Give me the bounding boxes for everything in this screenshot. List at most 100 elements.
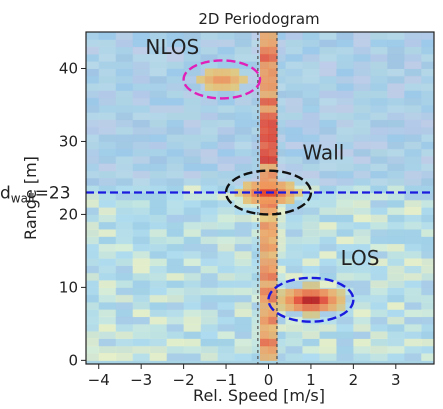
- noise-cell: [200, 250, 219, 259]
- noise-cell: [319, 39, 337, 48]
- noise-cell: [183, 112, 202, 121]
- noise-cell: [336, 214, 354, 223]
- noise-cell: [438, 207, 443, 215]
- noise-cell: [404, 156, 422, 164]
- noise-cell: [132, 265, 151, 274]
- noise-cell: [438, 163, 443, 171]
- noise-cell: [404, 287, 422, 296]
- noise-cell: [302, 250, 320, 259]
- noise-cell: [217, 323, 236, 332]
- noise-cell: [149, 309, 168, 318]
- noise-cell: [166, 258, 185, 266]
- noise-cell: [98, 301, 117, 310]
- noise-cell: [319, 104, 337, 113]
- noise-cell: [387, 112, 405, 121]
- noise-cell: [217, 236, 236, 245]
- noise-cell: [319, 97, 337, 106]
- noise-cell: [353, 301, 371, 310]
- noise-cell: [285, 309, 303, 318]
- noise-cell: [404, 83, 422, 91]
- hot-spot-cell: [302, 310, 312, 319]
- hot-spot-cell: [302, 296, 312, 304]
- band-cell: [260, 170, 269, 179]
- noise-cell: [438, 83, 443, 91]
- noise-cell: [404, 353, 422, 361]
- noise-cell: [421, 236, 434, 245]
- noise-cell: [98, 323, 117, 332]
- band-cell: [260, 221, 269, 230]
- noise-cell: [183, 236, 202, 245]
- noise-cell: [234, 243, 253, 252]
- noise-cell: [183, 323, 202, 332]
- noise-cell: [336, 316, 354, 325]
- hot-spot-cell: [213, 83, 223, 91]
- noise-cell: [132, 148, 151, 157]
- noise-cell: [421, 214, 434, 223]
- noise-cell: [302, 134, 320, 142]
- noise-cell: [370, 163, 388, 172]
- noise-cell: [319, 309, 337, 318]
- noise-cell: [86, 207, 100, 215]
- noise-cell: [86, 163, 100, 172]
- noise-cell: [319, 338, 337, 347]
- band-cell: [260, 112, 269, 121]
- noise-cell: [404, 301, 422, 310]
- noise-cell: [149, 207, 168, 215]
- hot-spot-cell: [221, 83, 231, 91]
- band-cell: [260, 134, 269, 142]
- noise-cell: [438, 193, 443, 201]
- noise-cell: [421, 32, 434, 33]
- noise-cell: [319, 207, 337, 215]
- noise-cell: [370, 90, 388, 99]
- noise-cell: [217, 112, 236, 121]
- noise-cell: [149, 323, 168, 332]
- noise-cell: [166, 345, 185, 354]
- noise-cell: [149, 243, 168, 252]
- noise-cell: [166, 323, 185, 332]
- noise-cell: [166, 199, 185, 208]
- noise-cell: [285, 46, 303, 55]
- noise-cell: [387, 104, 405, 113]
- noise-cell: [421, 83, 434, 91]
- noise-cell: [86, 243, 100, 252]
- noise-cell: [98, 104, 117, 113]
- noise-cell: [438, 112, 443, 120]
- noise-cell: [302, 61, 320, 69]
- hot-spot-cell: [319, 288, 329, 297]
- noise-cell: [98, 338, 117, 347]
- noise-cell: [353, 141, 371, 150]
- noise-cell: [183, 338, 202, 347]
- noise-cell: [421, 345, 434, 354]
- noise-cell: [234, 148, 253, 157]
- noise-cell: [149, 250, 168, 259]
- noise-cell: [98, 163, 117, 172]
- hot-spot-cell: [221, 68, 231, 77]
- noise-cell: [183, 134, 202, 142]
- noise-cell: [370, 243, 388, 252]
- noise-cell: [149, 236, 168, 245]
- noise-cell: [387, 331, 405, 339]
- noise-cell: [285, 163, 303, 172]
- noise-cell: [166, 287, 185, 296]
- noise-cell: [200, 177, 219, 186]
- noise-cell: [115, 75, 134, 84]
- hot-spot-cell: [238, 75, 248, 84]
- noise-cell: [149, 265, 168, 274]
- noise-cell: [132, 46, 151, 55]
- noise-cell: [183, 156, 202, 164]
- noise-cell: [404, 207, 422, 215]
- noise-cell: [234, 39, 253, 48]
- noise-cell: [86, 294, 100, 303]
- noise-cell: [302, 353, 320, 361]
- noise-cell: [387, 353, 405, 361]
- noise-cell: [319, 156, 337, 164]
- noise-cell: [132, 83, 151, 91]
- noise-cell: [370, 68, 388, 77]
- noise-cell: [336, 61, 354, 69]
- noise-cell: [86, 141, 100, 150]
- y-tick-label: 0: [68, 351, 78, 369]
- noise-cell: [353, 192, 371, 201]
- noise-cell: [421, 177, 434, 186]
- noise-cell: [115, 272, 134, 281]
- noise-cell: [86, 316, 100, 325]
